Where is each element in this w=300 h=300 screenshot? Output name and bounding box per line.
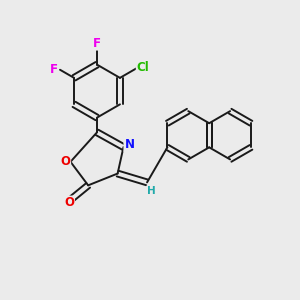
- Text: O: O: [60, 155, 70, 168]
- Text: Cl: Cl: [137, 61, 149, 74]
- Text: O: O: [64, 196, 74, 209]
- Text: F: F: [50, 63, 58, 76]
- Text: F: F: [93, 37, 101, 50]
- Text: N: N: [124, 138, 134, 151]
- Text: H: H: [147, 186, 156, 196]
